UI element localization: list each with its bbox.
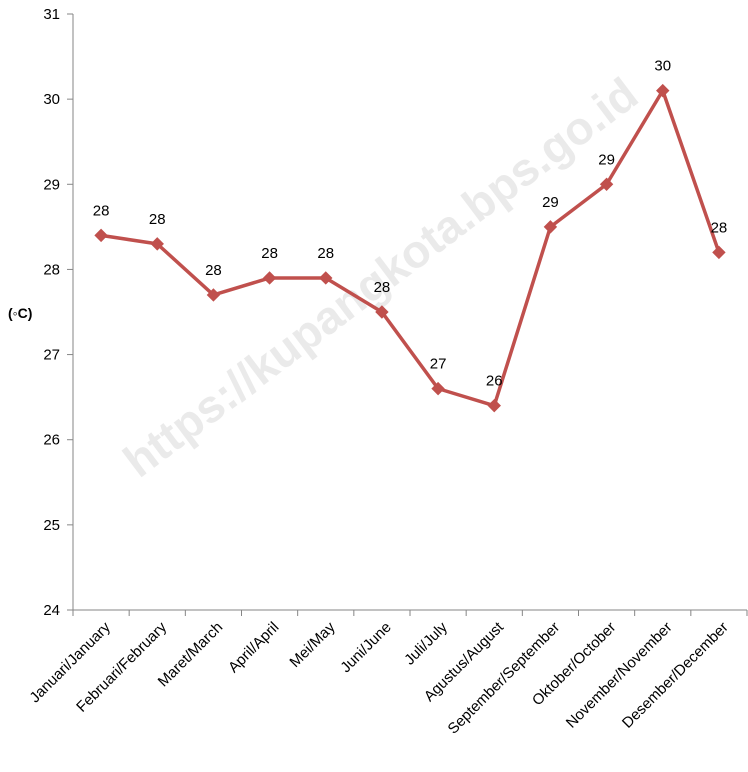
x-tick-label: Mei/May	[286, 618, 338, 670]
data-point-marker	[319, 271, 333, 285]
data-label: 28	[374, 279, 391, 296]
y-tick-label: 28	[43, 261, 60, 278]
data-label: 28	[711, 219, 728, 236]
data-label: 28	[317, 245, 334, 262]
y-tick-label: 24	[43, 602, 60, 619]
y-tick-label: 27	[43, 347, 60, 364]
x-tick-label: April/April	[225, 619, 282, 676]
series-markers	[94, 83, 726, 413]
x-tick-label: Juni/June	[337, 619, 394, 676]
y-axis-title: (◦C)	[8, 305, 32, 321]
data-label: 28	[261, 245, 278, 262]
series-line	[100, 88, 721, 408]
data-point-marker	[94, 228, 108, 243]
data-point-marker	[150, 237, 164, 251]
x-tick-labels: Januari/JanuaryFebruari/FebruaryMaret/Ma…	[26, 618, 731, 737]
x-tick-label: September/September	[445, 619, 564, 738]
data-point-marker	[375, 305, 389, 319]
data-label: 28	[205, 262, 222, 279]
data-label: 29	[542, 194, 559, 211]
y-tick-labels: 24 25 26 27 28 29 30 31	[43, 6, 60, 619]
y-tick-label: 30	[43, 91, 60, 108]
data-label: 26	[486, 373, 503, 390]
data-point-marker	[543, 220, 558, 234]
data-label: 30	[654, 58, 671, 75]
x-tick-label: Juli/July	[401, 618, 451, 668]
y-tick-label: 31	[43, 6, 60, 23]
data-point-marker	[712, 245, 726, 260]
data-labels: 28 28 28 28 28 28 27 26 29 29 30 28	[93, 58, 728, 390]
data-point-marker	[206, 288, 221, 302]
data-label: 29	[598, 151, 615, 168]
y-tick-label: 29	[43, 176, 60, 193]
y-tick-label: 26	[43, 432, 60, 449]
y-tick-label: 25	[43, 517, 60, 534]
x-tick-label: Desember/December	[619, 619, 732, 732]
data-point-marker	[431, 381, 445, 396]
data-point-marker	[599, 177, 614, 191]
data-label: 28	[149, 211, 166, 228]
data-label: 28	[93, 202, 110, 219]
axes-group	[67, 13, 748, 616]
data-point-marker	[656, 83, 670, 98]
data-label: 27	[430, 356, 447, 373]
data-point-marker	[262, 271, 277, 285]
x-tick-label: November/November	[563, 619, 676, 732]
data-point-marker	[487, 398, 501, 413]
series-line-group	[100, 88, 721, 408]
